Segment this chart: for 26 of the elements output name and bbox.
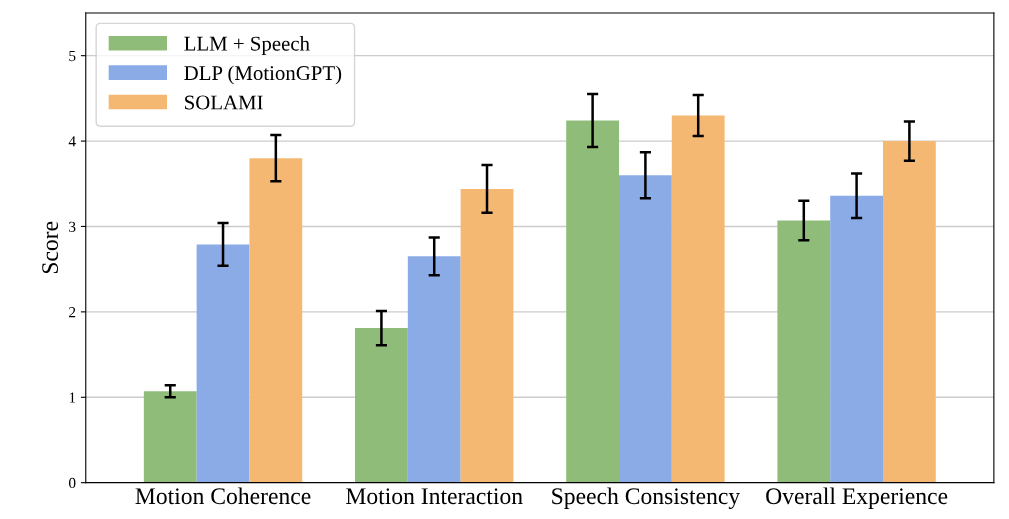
legend-label: SOLAMI: [185, 95, 263, 110]
y-tick-label: 2: [69, 307, 76, 318]
y-tick-label: 4: [68, 136, 76, 147]
bar: [671, 115, 725, 483]
x-tick-label: Motion Interaction: [346, 488, 523, 505]
y-axis-title: Score: [42, 221, 59, 274]
bar: [460, 188, 514, 483]
bar: [830, 195, 883, 483]
bar: [566, 120, 620, 483]
bar: [407, 256, 461, 483]
y-tick-label: 5: [69, 50, 76, 62]
bar: [777, 220, 831, 483]
bar: [143, 391, 197, 483]
x-tick-label: Motion Coherence: [135, 487, 311, 505]
y-tick-label: 3: [69, 221, 76, 232]
y-tick-label: 1: [69, 392, 76, 403]
bar: [882, 141, 936, 483]
bar: [249, 158, 303, 483]
legend-label: LLM + Speech: [184, 36, 310, 55]
x-tick-label: Overall Experience: [766, 487, 948, 509]
x-tick-label: Speech Consistency: [552, 487, 741, 510]
bar: [196, 244, 250, 483]
bar: [355, 328, 408, 483]
bar: [619, 175, 672, 483]
legend-label: DLP (MotionGPT): [184, 65, 342, 85]
y-tick-label: 0: [68, 477, 76, 489]
